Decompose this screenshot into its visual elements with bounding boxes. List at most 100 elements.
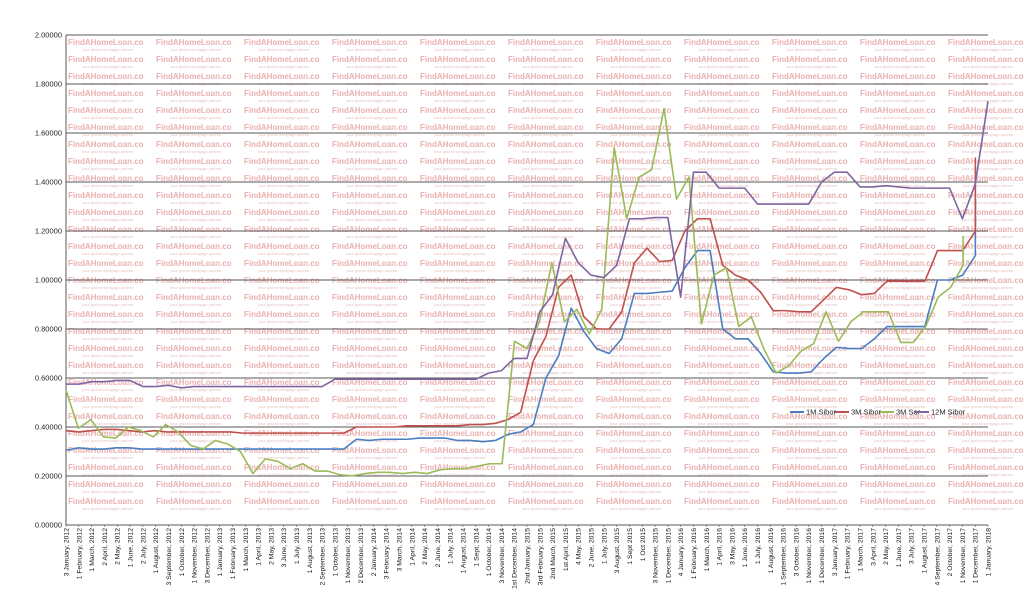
watermark-tagline: your global mortgage partner — [874, 387, 926, 392]
watermark-text: FindAHomeLoan.co — [772, 395, 848, 404]
watermark-tagline: your global mortgage partner — [698, 217, 750, 222]
watermark-tagline: your global mortgage partner — [874, 302, 926, 307]
x-tick-label: 1 January, 2018 — [986, 528, 993, 576]
watermark-tagline: your global mortgage partner — [170, 285, 222, 290]
x-tick-label: 1st April, 2015 — [563, 528, 570, 571]
x-tick-label: 2 January, 2014 — [371, 528, 378, 576]
watermark-text: FindAHomeLoan.co — [244, 208, 320, 217]
watermark-text: FindAHomeLoan.co — [156, 208, 232, 217]
watermark-tagline: your global mortgage partner — [258, 64, 310, 69]
watermark-tagline: your global mortgage partner — [786, 370, 838, 375]
watermark-tagline: your global mortgage partner — [962, 217, 1014, 222]
watermark-tagline: your global mortgage partner — [522, 47, 574, 52]
watermark-text: FindAHomeLoan.co — [596, 55, 672, 64]
watermark-text: FindAHomeLoan.co — [772, 191, 848, 200]
watermark-tagline: your global mortgage partner — [170, 234, 222, 239]
watermark-tagline: your global mortgage partner — [610, 387, 662, 392]
watermark-tagline: your global mortgage partner — [258, 404, 310, 409]
watermark-text: FindAHomeLoan.co — [244, 106, 320, 115]
watermark-text: FindAHomeLoan.co — [860, 242, 936, 251]
watermark-text: FindAHomeLoan.co — [244, 123, 320, 132]
x-tick-label: 2 May, 2017 — [883, 528, 890, 565]
watermark-tagline: your global mortgage partner — [346, 404, 398, 409]
watermark-text: FindAHomeLoan.co — [244, 55, 320, 64]
watermark-text: FindAHomeLoan.co — [596, 157, 672, 166]
watermark-tagline: your global mortgage partner — [786, 166, 838, 171]
watermark-tagline: your global mortgage partner — [346, 353, 398, 358]
watermark-text: FindAHomeLoan.co — [156, 106, 232, 115]
watermark-text: FindAHomeLoan.co — [420, 89, 496, 98]
x-tick-label: 4 September, 2017 — [934, 528, 941, 586]
watermark-tagline: your global mortgage partner — [82, 421, 134, 426]
watermark-text: FindAHomeLoan.co — [772, 344, 848, 353]
watermark-tagline: your global mortgage partner — [874, 489, 926, 494]
watermark-text: FindAHomeLoan.co — [332, 123, 408, 132]
watermark-text: FindAHomeLoan.co — [508, 395, 584, 404]
watermark-text: FindAHomeLoan.co — [860, 463, 936, 472]
x-tick-label: 2 May, 2014 — [422, 528, 429, 565]
watermark-tagline: your global mortgage partner — [346, 200, 398, 205]
watermark-text: FindAHomeLoan.co — [420, 378, 496, 387]
x-tick-label: 1 December, 2016 — [819, 528, 826, 584]
x-tick-label: 1 February, 2013 — [230, 528, 237, 579]
watermark-text: FindAHomeLoan.co — [508, 157, 584, 166]
watermark-tagline: your global mortgage partner — [522, 353, 574, 358]
watermark-tagline: your global mortgage partner — [258, 387, 310, 392]
watermark-text: FindAHomeLoan.co — [244, 463, 320, 472]
x-tick-label: 3 November, 2014 — [499, 528, 506, 584]
watermark-text: FindAHomeLoan.co — [772, 72, 848, 81]
watermark-tagline: your global mortgage partner — [434, 64, 486, 69]
watermark-text: FindAHomeLoan.co — [156, 361, 232, 370]
watermark-text: FindAHomeLoan.co — [332, 378, 408, 387]
watermark-text: FindAHomeLoan.co — [596, 412, 672, 421]
watermark-tagline: your global mortgage partner — [698, 472, 750, 477]
watermark-text: FindAHomeLoan.co — [860, 106, 936, 115]
watermark-tagline: your global mortgage partner — [698, 489, 750, 494]
watermark-text: FindAHomeLoan.co — [860, 344, 936, 353]
watermark-text: FindAHomeLoan.co — [332, 208, 408, 217]
watermark-text: FindAHomeLoan.co — [68, 259, 144, 268]
watermark-tagline: your global mortgage partner — [610, 166, 662, 171]
watermark-text: FindAHomeLoan.co — [156, 242, 232, 251]
watermark-text: FindAHomeLoan.co — [772, 293, 848, 302]
watermark-tagline: your global mortgage partner — [698, 404, 750, 409]
watermark-text: FindAHomeLoan.co — [68, 140, 144, 149]
watermark-text: FindAHomeLoan.co — [508, 497, 584, 506]
watermark-tagline: your global mortgage partner — [434, 319, 486, 324]
watermark-tagline: your global mortgage partner — [170, 217, 222, 222]
watermark-text: FindAHomeLoan.co — [596, 378, 672, 387]
watermark-tagline: your global mortgage partner — [346, 98, 398, 103]
watermark-tagline: your global mortgage partner — [258, 200, 310, 205]
watermark-tagline: your global mortgage partner — [346, 489, 398, 494]
watermark-text: FindAHomeLoan.co — [508, 378, 584, 387]
watermark-tagline: your global mortgage partner — [258, 455, 310, 460]
watermark-tagline: your global mortgage partner — [698, 234, 750, 239]
watermark-tagline: your global mortgage partner — [962, 302, 1014, 307]
watermark-tagline: your global mortgage partner — [874, 200, 926, 205]
y-tick-label: 1.00000 — [35, 276, 62, 285]
watermark-text: FindAHomeLoan.co — [68, 378, 144, 387]
x-tick-label: 3 January, 2017 — [832, 528, 839, 576]
watermark-text: FindAHomeLoan.co — [68, 208, 144, 217]
watermark-text: FindAHomeLoan.co — [420, 395, 496, 404]
watermark-tagline: your global mortgage partner — [170, 370, 222, 375]
watermark-text: FindAHomeLoan.co — [508, 446, 584, 455]
x-tick-label: 1 Oct 2015 — [640, 528, 647, 561]
watermark-tagline: your global mortgage partner — [346, 472, 398, 477]
watermark-text: FindAHomeLoan.co — [860, 140, 936, 149]
x-tick-label: 1 November, 2012 — [192, 528, 199, 584]
watermark-text: FindAHomeLoan.co — [68, 310, 144, 319]
watermark-tagline: your global mortgage partner — [786, 115, 838, 120]
watermark-tagline: your global mortgage partner — [874, 319, 926, 324]
watermark-text: FindAHomeLoan.co — [68, 463, 144, 472]
watermark-tagline: your global mortgage partner — [874, 268, 926, 273]
watermark-text: FindAHomeLoan.co — [948, 310, 1024, 319]
watermark-tagline: your global mortgage partner — [698, 200, 750, 205]
watermark-text: FindAHomeLoan.co — [684, 310, 760, 319]
watermark-tagline: your global mortgage partner — [962, 370, 1014, 375]
watermark-text: FindAHomeLoan.co — [596, 208, 672, 217]
watermark-text: FindAHomeLoan.co — [684, 191, 760, 200]
watermark-tagline: your global mortgage partner — [522, 404, 574, 409]
watermark-text: FindAHomeLoan.co — [860, 225, 936, 234]
x-tick-label: 3 October, 2016 — [793, 528, 800, 577]
